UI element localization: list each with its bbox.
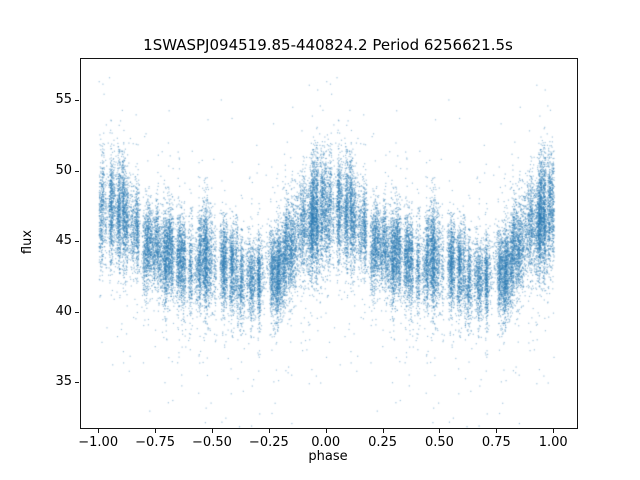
y-axis-label: flux xyxy=(20,229,35,255)
y-tick-mark xyxy=(75,241,79,243)
x-tick-mark xyxy=(211,429,213,433)
x-tick-label: −0.25 xyxy=(248,435,289,450)
x-tick-label: 0.50 xyxy=(425,435,454,450)
y-tick-label: 45 xyxy=(55,233,72,249)
x-axis-label: phase xyxy=(308,449,348,464)
x-tick-label: 1.00 xyxy=(538,435,568,450)
y-tick-mark xyxy=(75,170,79,172)
y-tick-label: 35 xyxy=(55,373,72,389)
y-tick-mark xyxy=(75,381,79,383)
x-tick-mark xyxy=(98,429,100,433)
x-tick-label: 0.75 xyxy=(481,435,511,450)
y-tick-label: 55 xyxy=(55,92,72,108)
x-tick-label: −0.75 xyxy=(135,435,175,450)
y-tick-mark xyxy=(75,100,79,102)
x-tick-label: 0.25 xyxy=(368,435,398,450)
x-tick-mark xyxy=(268,429,270,433)
x-tick-mark xyxy=(553,429,555,433)
x-tick-mark xyxy=(155,429,157,433)
scatter-canvas xyxy=(81,59,577,428)
chart-title: 1SWASPJ094519.85-440824.2 Period 6256621… xyxy=(143,36,513,54)
x-tick-label: −1.00 xyxy=(78,435,119,450)
x-tick-mark xyxy=(496,429,498,433)
y-tick-label: 50 xyxy=(55,162,72,178)
plot-area xyxy=(80,58,578,429)
x-tick-label: −0.50 xyxy=(192,435,232,450)
x-tick-label: 0.00 xyxy=(311,435,341,450)
y-tick-mark xyxy=(75,311,79,313)
x-tick-mark xyxy=(439,429,441,433)
x-tick-mark xyxy=(325,429,327,433)
y-tick-label: 40 xyxy=(55,303,72,319)
x-tick-mark xyxy=(382,429,384,433)
